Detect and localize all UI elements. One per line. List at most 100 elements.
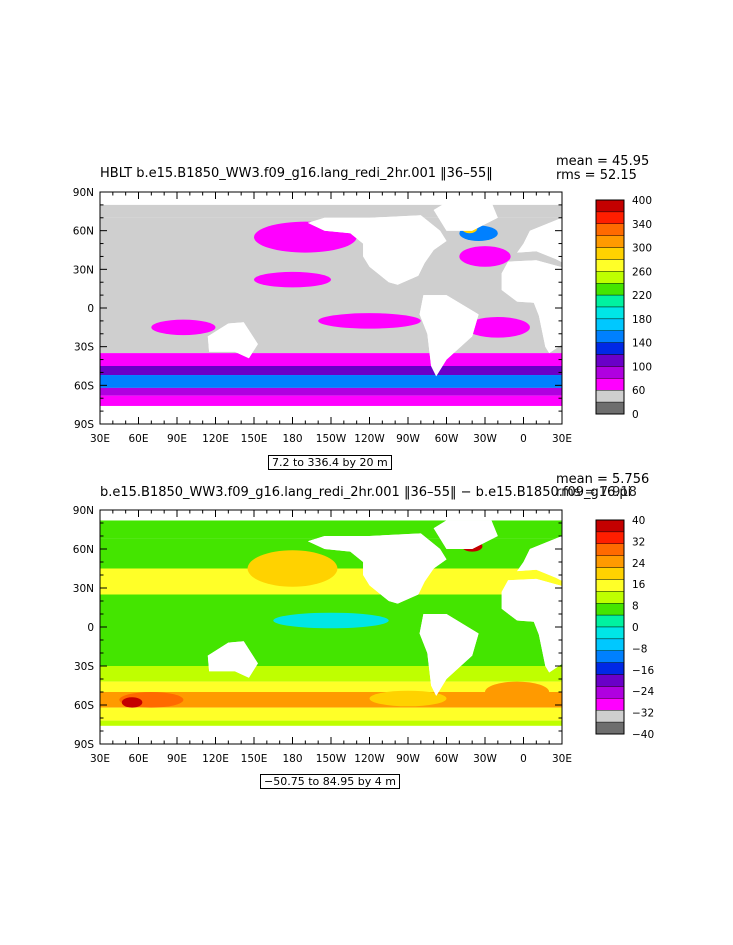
x-tick-label: 30E	[90, 433, 110, 445]
chart2-mean: mean = 5.756	[556, 472, 650, 487]
colorbar-label: −24	[632, 686, 654, 698]
colorbar-swatch	[595, 579, 625, 592]
y-tick-label: 30S	[74, 661, 94, 673]
colorbar-label: 340	[632, 219, 652, 231]
colorbar-label: −16	[632, 665, 654, 677]
y-tick-label: 30N	[73, 583, 94, 595]
y-tick-label: 60N	[73, 226, 94, 238]
land-mask	[501, 260, 562, 354]
chart1-range-label: 7.2 to 336.4 by 20 m	[268, 455, 392, 470]
y-tick-label: 0	[87, 303, 94, 315]
land-mask	[517, 536, 562, 581]
colorbar-swatch	[595, 519, 625, 533]
colorbar-swatch	[595, 366, 625, 379]
colorbar-swatch	[595, 401, 625, 415]
x-tick-label: 90W	[396, 753, 420, 765]
x-tick-label: 150E	[241, 753, 268, 765]
colorbar-swatch	[595, 247, 625, 260]
y-tick-label: 0	[87, 622, 94, 634]
colorbar-swatch	[595, 342, 625, 355]
x-tick-label: 60W	[435, 433, 459, 445]
land-mask	[419, 295, 479, 377]
colorbar-label: 40	[632, 515, 645, 527]
x-tick-label: 0	[520, 433, 527, 445]
ocean-band	[100, 375, 562, 388]
x-tick-label: 150W	[316, 753, 347, 765]
y-tick-label: 90S	[74, 419, 94, 431]
x-tick-label: 30W	[473, 433, 497, 445]
ocean-band	[100, 707, 562, 721]
x-tick-label: 150W	[316, 433, 347, 445]
x-tick-label: 30E	[552, 753, 572, 765]
colorbar-swatch	[595, 390, 625, 403]
colorbar-label: 300	[632, 243, 652, 255]
land-mask	[207, 322, 258, 359]
chart-1: 30E 60E 90E 120E 150E 180 150W 120W 90W 60W 30W 0 30…	[73, 187, 652, 445]
colorbar-swatch	[595, 318, 625, 331]
ocean-band	[100, 366, 562, 376]
colorbar-swatch	[595, 650, 625, 663]
colorbar-swatch	[595, 330, 625, 343]
ocean-band	[100, 395, 562, 409]
field-blob	[484, 681, 550, 703]
y-tick-label: 60N	[73, 544, 94, 556]
colorbar-swatch	[595, 591, 625, 604]
colorbar-swatch	[595, 698, 625, 711]
colorbar-swatch	[595, 199, 625, 213]
y-tick-label: 60S	[74, 700, 94, 712]
colorbar-label: −40	[632, 729, 654, 741]
land-mask	[419, 614, 479, 696]
x-tick-label: 90E	[167, 753, 187, 765]
chart1-rms: rms = 52.15	[556, 168, 637, 183]
field-blob	[465, 317, 530, 338]
field-blob	[273, 612, 389, 629]
ocean-band	[100, 594, 562, 666]
ocean-band	[100, 387, 562, 396]
colorbar-label: 0	[632, 622, 639, 634]
x-tick-label: 150E	[241, 433, 268, 445]
chart2-rms: rms = 7.918	[556, 485, 637, 500]
chart1-mean: mean = 45.95	[556, 154, 650, 169]
colorbar-swatch	[595, 567, 625, 580]
ocean-band	[100, 681, 562, 692]
x-tick-label: 90W	[396, 433, 420, 445]
colorbar-swatch	[595, 378, 625, 391]
x-tick-label: 30E	[90, 753, 110, 765]
colorbar-label: 180	[632, 314, 652, 326]
colorbar-swatch	[595, 283, 625, 296]
ocean-band	[100, 692, 562, 708]
field-blob	[369, 690, 447, 707]
colorbar-swatch	[595, 555, 625, 568]
colorbar-swatch	[595, 721, 625, 735]
x-tick-label: 180	[282, 433, 302, 445]
field-blob	[318, 313, 421, 329]
y-tick-label: 30N	[73, 264, 94, 276]
colorbar-swatch	[595, 626, 625, 640]
ocean-band	[100, 666, 562, 682]
field-layer	[100, 192, 562, 424]
x-tick-label: 90E	[167, 433, 187, 445]
land-mask	[307, 533, 447, 604]
colorbar-label: 32	[632, 536, 645, 548]
field-blob	[459, 246, 511, 267]
y-tick-label: 90N	[73, 187, 94, 199]
colorbar-label: −8	[632, 643, 647, 655]
colorbar-swatch	[595, 306, 625, 320]
land-mask	[307, 215, 447, 285]
colorbar-frame	[595, 519, 625, 735]
colorbar-label: 0	[632, 409, 639, 421]
chart1-title: HBLT b.e15.B1850_WW3.f09_g16.lang_redi_2…	[100, 166, 493, 181]
colorbar-label: 16	[632, 579, 646, 591]
field-blob	[121, 697, 143, 708]
colorbar-swatch	[595, 235, 625, 248]
colorbar-swatch	[595, 259, 625, 272]
y-tick-label: 60S	[74, 380, 94, 392]
colorbar-label: −32	[632, 708, 654, 720]
colorbar-swatch	[595, 603, 625, 616]
x-tick-label: 120W	[354, 433, 385, 445]
land-mask	[433, 520, 498, 549]
colorbar-label: 60	[632, 385, 645, 397]
x-tick-label: 30E	[552, 433, 572, 445]
land-mask	[207, 641, 258, 678]
colorbar-swatch	[595, 294, 625, 308]
